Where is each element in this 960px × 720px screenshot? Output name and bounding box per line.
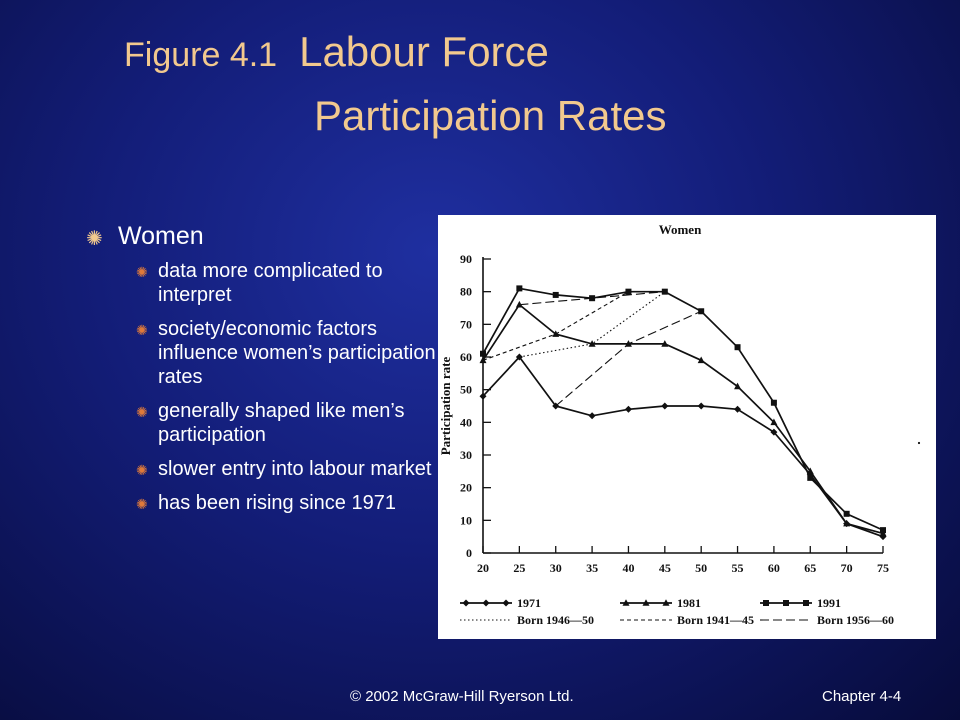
data-point-triangle <box>843 519 851 527</box>
x-tick-label: 60 <box>768 561 780 575</box>
bullet-item-text: slower entry into labour market <box>158 458 432 480</box>
sub-bullet-marker-icon: ✺ <box>136 462 148 478</box>
footer-copyright: © 2002 McGraw-Hill Ryerson Ltd. <box>350 688 574 705</box>
data-point-triangle <box>661 340 669 347</box>
data-point-triangle <box>770 418 778 426</box>
chart-svg: Women Participation rate 0 10 20 30 40 50 60 70 80… <box>438 222 921 627</box>
data-point-square <box>763 600 769 606</box>
bullet-main: ✺ Women <box>86 222 442 251</box>
data-point-diamond <box>624 405 632 413</box>
y-tick-label: 0 <box>466 546 472 560</box>
participation-chart: Women Participation rate 0 10 20 30 40 50 60 70 80… <box>438 215 936 639</box>
stray-dot <box>917 441 921 445</box>
data-point-diamond <box>734 405 742 413</box>
y-tick-label: 20 <box>460 481 472 495</box>
slide-title-line2: Participation Rates <box>314 92 667 139</box>
legend-label: 1991 <box>817 596 841 610</box>
data-point-diamond <box>515 353 523 361</box>
series-line-1971 <box>482 355 884 538</box>
series-line-born-1956-60 <box>519 291 665 306</box>
data-point-diamond <box>697 402 705 410</box>
data-point-diamond <box>502 599 510 607</box>
bullet-item-text: society/economic factors influence women… <box>158 318 436 388</box>
data-point-square <box>803 600 809 606</box>
data-point-square <box>734 344 741 351</box>
data-point-triangle <box>662 599 670 606</box>
title-main: Labour Force <box>299 28 549 75</box>
legend-label: 1971 <box>517 596 541 610</box>
y-axis-label: Participation rate <box>438 356 453 455</box>
data-point-triangle <box>588 340 596 347</box>
x-tick-label: 35 <box>586 561 598 575</box>
y-tick-label: 90 <box>460 252 472 266</box>
legend-label: Born 1941—45 <box>677 613 754 627</box>
bullet-item: ✺ has been rising since 1971 <box>86 491 442 515</box>
data-point-square <box>770 399 777 406</box>
data-point-diamond <box>482 599 490 607</box>
y-tick-label: 70 <box>460 317 472 331</box>
x-tick-label: 40 <box>622 561 634 575</box>
figure-label: Figure 4.1 <box>124 36 278 74</box>
sub-bullet-marker-icon: ✺ <box>136 496 148 512</box>
x-tick-label: 65 <box>804 561 816 575</box>
series-line-1991 <box>482 287 884 531</box>
bullet-item-text: has been rising since 1971 <box>158 492 396 514</box>
bullet-item: ✺ generally shaped like men’s participat… <box>86 399 442 447</box>
x-tick-label: 25 <box>513 561 525 575</box>
x-tick-label: 45 <box>659 561 671 575</box>
bullet-main-label: Women <box>118 222 204 250</box>
series-line-born-1946-50 <box>519 291 666 358</box>
legend-label: 1981 <box>677 596 701 610</box>
data-point-triangle <box>622 599 630 606</box>
x-tick-label: 70 <box>841 561 853 575</box>
bullet-item: ✺ slower entry into labour market <box>86 457 442 481</box>
x-tick-label: 50 <box>695 561 707 575</box>
x-tick-label: 30 <box>550 561 562 575</box>
legend-label: Born 1946—50 <box>517 613 594 627</box>
data-point-triangle <box>697 356 705 364</box>
data-point-diamond <box>479 392 487 400</box>
sub-bullet-marker-icon: ✺ <box>136 404 148 420</box>
bullet-item-text: generally shaped like men’s participatio… <box>158 400 405 446</box>
y-tick-label: 60 <box>460 350 472 364</box>
data-point-square <box>807 474 814 481</box>
bullet-list: ✺ Women ✺ data more complicated to inter… <box>86 222 442 525</box>
bullet-item-text: data more complicated to interpret <box>158 260 383 306</box>
y-tick-label: 40 <box>460 415 472 429</box>
data-point-diamond <box>661 402 669 410</box>
legend-label: Born 1956—60 <box>817 613 894 627</box>
chart-title: Women <box>659 222 702 237</box>
y-tick-label: 30 <box>460 448 472 462</box>
y-tick-label: 50 <box>460 383 472 397</box>
sub-bullet-marker-icon: ✺ <box>136 322 148 338</box>
y-tick-label: 80 <box>460 285 472 299</box>
y-tick-label: 10 <box>460 513 472 527</box>
x-tick-label: 20 <box>477 561 489 575</box>
sub-bullet-marker-icon: ✺ <box>136 264 148 280</box>
data-point-diamond <box>462 599 470 607</box>
data-point-square <box>552 291 559 298</box>
data-point-diamond <box>879 533 887 541</box>
data-point-square <box>783 600 789 606</box>
series-line-born-1941-45 <box>482 291 629 361</box>
data-point-triangle <box>642 599 650 606</box>
x-tick-label: 75 <box>877 561 889 575</box>
data-point-diamond <box>770 428 778 436</box>
data-point-square <box>516 285 523 292</box>
bullet-item: ✺ data more complicated to interpret <box>86 259 442 307</box>
footer-chapter: Chapter 4-4 <box>822 688 902 705</box>
data-point-square <box>661 288 668 295</box>
data-point-triangle <box>734 382 742 390</box>
bullet-item: ✺ society/economic factors influence wom… <box>86 317 442 389</box>
data-point-diamond <box>588 412 596 420</box>
data-point-square <box>880 527 886 534</box>
series-line-born-1956-60 <box>555 310 702 407</box>
data-point-square <box>480 350 486 357</box>
data-point-square <box>843 510 850 517</box>
series-line-1981 <box>482 303 884 535</box>
slide-title-line1: Figure 4.1 Labour Force <box>124 28 549 88</box>
x-tick-label: 55 <box>732 561 744 575</box>
bullet-marker-icon: ✺ <box>86 228 103 250</box>
